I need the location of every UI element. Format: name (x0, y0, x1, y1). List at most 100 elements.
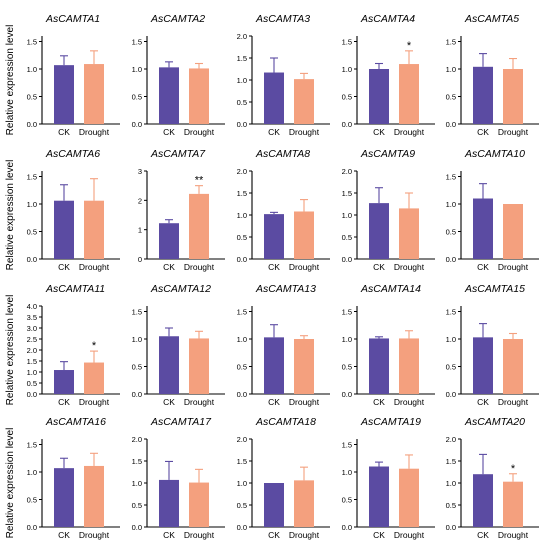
y-tick-label: 0.0 (237, 390, 247, 399)
panel-title: AsCAMTA11 (45, 283, 105, 295)
bar-ck (264, 337, 284, 394)
y-tick-label: 1.5 (27, 38, 37, 47)
y-tick-label: 0.0 (237, 255, 247, 264)
y-tick-label: 0.0 (342, 255, 352, 264)
y-tick-label: 1.0 (27, 468, 37, 477)
y-tick-label: 1.0 (342, 468, 352, 477)
x-tick-label: Drought (394, 262, 425, 272)
y-tick-label: 0.0 (342, 120, 352, 129)
x-tick-label: CK (163, 262, 175, 272)
y-tick-label: 0 (138, 255, 142, 264)
y-tick-label: 0.0 (342, 390, 352, 399)
y-tick-label: 1.0 (342, 211, 352, 220)
panel-title: AsCAMTA1 (45, 13, 100, 25)
x-tick-label: CK (373, 397, 385, 407)
y-tick-label: 2.0 (237, 32, 247, 41)
y-tick-label: 0.0 (446, 390, 456, 399)
panel-title: AsCAMTA16 (45, 416, 106, 428)
y-tick-label: 0.0 (132, 390, 142, 399)
chart-panel: AsCAMTA15 0.0 0.5 1.0 1.5 CK Drought (446, 283, 539, 407)
bar-drought (294, 339, 314, 394)
y-tick-label: 1.0 (27, 65, 37, 74)
y-tick-label: 1.5 (237, 457, 247, 466)
y-tick-label: 1.5 (342, 189, 352, 198)
bar-drought (84, 465, 104, 527)
x-tick-label: Drought (394, 530, 425, 540)
y-tick-label: 1.0 (237, 76, 247, 85)
y-tick-label: 4.0 (27, 302, 37, 311)
chart-panel: AsCAMTA11 0.0 0.5 1.0 1.5 2.0 2.5 3.0 3.5 4.0 CK * D… (27, 283, 120, 407)
bar-drought (84, 200, 104, 259)
x-tick-label: Drought (79, 530, 110, 540)
chart-panel: AsCAMTA13 0.0 0.5 1.0 1.5 CK Drought (237, 283, 330, 407)
y-tick-label: 1.5 (342, 308, 352, 317)
panel-title: AsCAMTA3 (255, 13, 310, 25)
x-tick-label: CK (373, 127, 385, 137)
x-tick-label: Drought (184, 262, 215, 272)
chart-panel: AsCAMTA3 0.0 0.5 1.0 1.5 2.0 CK Drought (237, 13, 330, 137)
x-tick-label: Drought (289, 262, 320, 272)
chart-panel: AsCAMTA12 0.0 0.5 1.0 1.5 CK Drought (132, 283, 225, 407)
chart-panel: AsCAMTA2 0.0 0.5 1.0 1.5 CK Drought (132, 13, 225, 137)
bar-drought (503, 204, 523, 259)
y-tick-label: 2.0 (237, 435, 247, 444)
y-tick-label: 0.5 (237, 233, 247, 242)
x-tick-label: CK (58, 262, 70, 272)
y-tick-label: 0.0 (237, 523, 247, 532)
x-tick-label: Drought (289, 530, 320, 540)
y-tick-label: 0.0 (132, 523, 142, 532)
panel-title: AsCAMTA8 (255, 148, 310, 160)
y-tick-label: 1.0 (132, 479, 142, 488)
y-tick-label: 1.0 (446, 65, 456, 74)
x-tick-label: Drought (394, 127, 425, 137)
y-tick-label: 2 (138, 196, 142, 205)
chart-panel: AsCAMTA10 0.0 0.5 1.0 1.5 CK Drought (446, 148, 539, 272)
x-tick-label: CK (268, 397, 280, 407)
y-tick-label: 0.0 (27, 523, 37, 532)
chart-panel: AsCAMTA20 0.0 0.5 1.0 1.5 2.0 CK * Drought (446, 416, 539, 540)
bar-drought (189, 482, 209, 527)
bar-drought (294, 480, 314, 527)
y-tick-label: 1.0 (446, 335, 456, 344)
y-tick-label: 1.0 (132, 65, 142, 74)
x-tick-label: Drought (289, 397, 320, 407)
x-tick-label: CK (268, 127, 280, 137)
y-tick-label: 1.5 (446, 173, 456, 182)
panel-title: AsCAMTA10 (464, 148, 525, 160)
bar-ck (159, 67, 179, 124)
y-tick-label: 0.0 (27, 255, 37, 264)
y-tick-label: 0.0 (132, 120, 142, 129)
x-tick-label: CK (477, 127, 489, 137)
y-tick-label: 0.5 (237, 363, 247, 372)
y-tick-label: 1.5 (342, 38, 352, 47)
panel-title: AsCAMTA6 (45, 148, 100, 160)
y-tick-label: 0.5 (446, 93, 456, 102)
y-tick-label: 0.5 (237, 501, 247, 510)
y-tick-label: 0.5 (446, 363, 456, 372)
bar-ck (54, 65, 74, 124)
y-tick-label: 0.5 (132, 93, 142, 102)
significance-mark: ** (195, 175, 204, 187)
y-tick-label: 1 (138, 226, 142, 235)
panel-title: AsCAMTA4 (360, 13, 415, 25)
significance-mark: * (407, 40, 412, 52)
x-tick-label: Drought (79, 397, 110, 407)
bar-drought (503, 69, 523, 124)
y-tick-label: 1.0 (237, 211, 247, 220)
chart-panel: AsCAMTA7 0 1 2 3 CK ** Drought (138, 148, 225, 272)
panel-title: AsCAMTA20 (464, 416, 525, 428)
y-tick-label: 0.5 (446, 228, 456, 237)
chart-panel: AsCAMTA8 0.0 0.5 1.0 1.5 2.0 CK Drought (237, 148, 330, 272)
significance-mark: * (92, 340, 97, 352)
x-tick-label: Drought (289, 127, 320, 137)
y-axis-title: Relative expression level (5, 25, 16, 136)
y-tick-label: 0.0 (446, 120, 456, 129)
y-tick-label: 2.0 (342, 167, 352, 176)
y-tick-label: 0.0 (27, 120, 37, 129)
x-tick-label: Drought (184, 530, 215, 540)
bar-drought (294, 79, 314, 124)
x-tick-label: Drought (498, 397, 529, 407)
y-tick-label: 2.0 (446, 435, 456, 444)
x-tick-label: Drought (498, 262, 529, 272)
